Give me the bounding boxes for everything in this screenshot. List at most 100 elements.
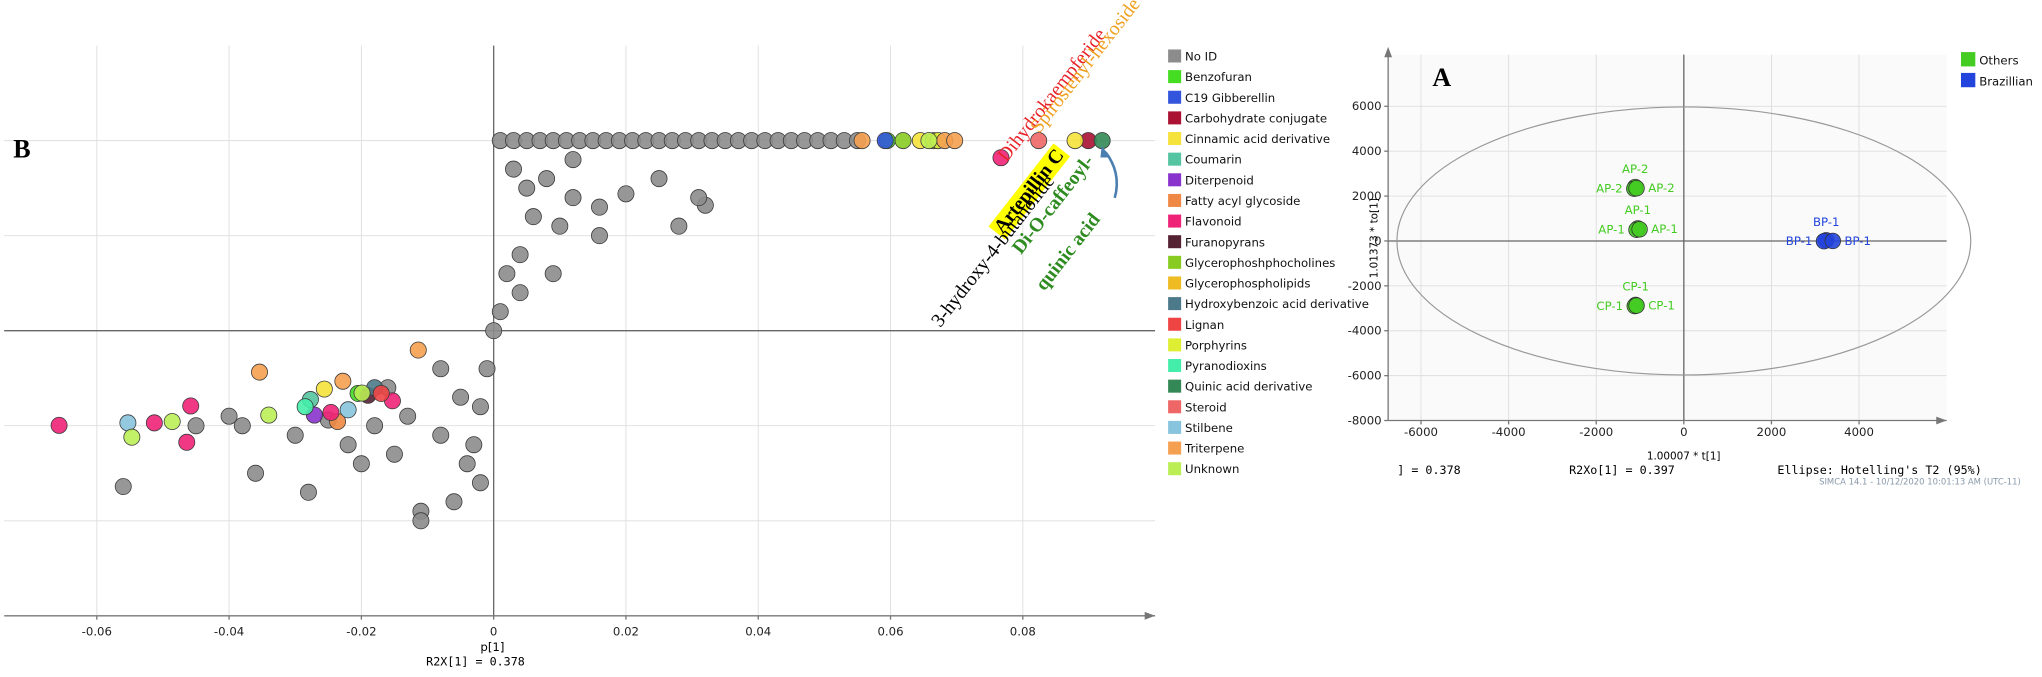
annotation-highlight: [988, 143, 1071, 240]
point: [511, 246, 529, 264]
axis-arrow: [1936, 416, 1947, 425]
point: [564, 151, 582, 169]
x-tick-label: 0.08: [1010, 624, 1036, 638]
legend-label: Lignan: [1185, 318, 1224, 332]
annotation: Spirostenyl-hexoside: [1027, 0, 1145, 137]
point: [524, 208, 542, 226]
x-tick-label: -0.06: [82, 624, 112, 638]
legend-swatch: [1960, 52, 1976, 67]
arrow: [1104, 151, 1119, 199]
legend-swatch: [1168, 359, 1182, 373]
legend-label: Coumarin: [1185, 153, 1242, 167]
point: [114, 478, 132, 496]
point: [322, 403, 340, 421]
x-tick-label: -4000: [1492, 425, 1526, 439]
legend-label: Porphyrins: [1185, 338, 1247, 352]
legend-swatch: [1168, 173, 1182, 187]
point: [412, 512, 430, 530]
plot-area: [1388, 54, 1947, 421]
point-label: CP-1: [1596, 299, 1623, 313]
point: [352, 455, 370, 473]
point: [123, 428, 141, 446]
point: [1628, 297, 1645, 314]
point: [1628, 180, 1645, 197]
point: [182, 397, 200, 415]
point-label: CP-1: [1648, 299, 1675, 313]
point: [296, 398, 314, 416]
legend-label: Glycerophospholipids: [1185, 277, 1310, 291]
y-tick-label: -6000: [1348, 369, 1382, 383]
point: [233, 417, 251, 435]
axis-arrow: [1144, 611, 1156, 620]
y-tick-label: -2000: [1348, 279, 1382, 293]
legend-label: Stilbene: [1185, 421, 1233, 435]
point: [366, 417, 384, 435]
point: [1093, 132, 1111, 150]
point: [946, 132, 964, 150]
point: [286, 426, 304, 444]
legend-label: Carbohydrate conjugate: [1185, 111, 1327, 125]
annotation-text: 3-hydroxy-4-butanolide: [928, 171, 1059, 331]
legend-label: Furanopyrans: [1185, 235, 1265, 249]
legend-label: Diterpenoid: [1185, 173, 1254, 187]
x-tick-label: 0.04: [745, 624, 771, 638]
point: [432, 426, 450, 444]
point: [920, 132, 938, 150]
legend-swatch: [1168, 214, 1182, 228]
legend-swatch: [1168, 276, 1182, 290]
point: [1631, 221, 1648, 238]
y-tick-label: 6000: [1352, 99, 1382, 113]
point: [564, 189, 582, 207]
axis-arrow: [1384, 46, 1393, 58]
legend-swatch: [1168, 111, 1182, 125]
point: [591, 198, 608, 216]
point: [432, 360, 450, 378]
point: [247, 464, 265, 482]
x-tick-label: -0.02: [346, 624, 376, 638]
x-axis-label: p[1]: [480, 640, 504, 654]
point-label: AP-2: [1622, 162, 1648, 176]
point: [538, 170, 556, 188]
legend-swatch: [1168, 193, 1182, 207]
legend-swatch: [1168, 441, 1182, 455]
legend-label: Cinnamic acid derivative: [1185, 132, 1330, 146]
legend-swatch: [1168, 462, 1182, 476]
point: [1030, 132, 1048, 150]
point: [894, 132, 912, 150]
x-axis-note: R2X[1] = 0.378: [426, 654, 525, 668]
point: [544, 265, 562, 283]
legend-swatch: [1168, 255, 1182, 269]
point: [650, 170, 668, 188]
point: [1066, 132, 1084, 150]
x-tick-label: 0: [490, 624, 497, 638]
y-tick-label: 4000: [1352, 144, 1382, 158]
point-label: BP-1: [1786, 234, 1813, 248]
legend-swatch: [1168, 297, 1182, 311]
point: [50, 416, 68, 434]
point: [465, 436, 483, 454]
legend-label: No ID: [1185, 50, 1217, 64]
legend-label: Quinic acid derivative: [1185, 380, 1312, 394]
point: [505, 160, 522, 178]
point-label: BP-1: [1844, 234, 1871, 248]
point: [498, 265, 516, 283]
note: R2Xo[1] = 0.397: [1569, 463, 1675, 477]
point-label: AP-2: [1648, 181, 1674, 195]
point: [992, 149, 1010, 167]
x-axis-label: 1.00007 * t[1]: [1647, 451, 1721, 463]
legend-swatch: [1168, 420, 1182, 434]
legend-label: Benzofuran: [1185, 70, 1252, 84]
point: [690, 189, 708, 207]
hotelling-ellipse: [1396, 106, 1972, 376]
point: [145, 414, 163, 432]
point: [315, 380, 333, 398]
y-axis-label: 1.01373 * to[1]: [1369, 198, 1381, 278]
y-tick-label: 0: [1374, 234, 1381, 248]
legend-swatch: [1168, 338, 1182, 352]
point: [471, 398, 489, 416]
point: [251, 363, 268, 381]
point-label: CP-1: [1622, 280, 1649, 294]
legend-swatch: [1168, 132, 1182, 146]
note: Ellipse: Hotelling's T2 (95%): [1777, 463, 1981, 477]
